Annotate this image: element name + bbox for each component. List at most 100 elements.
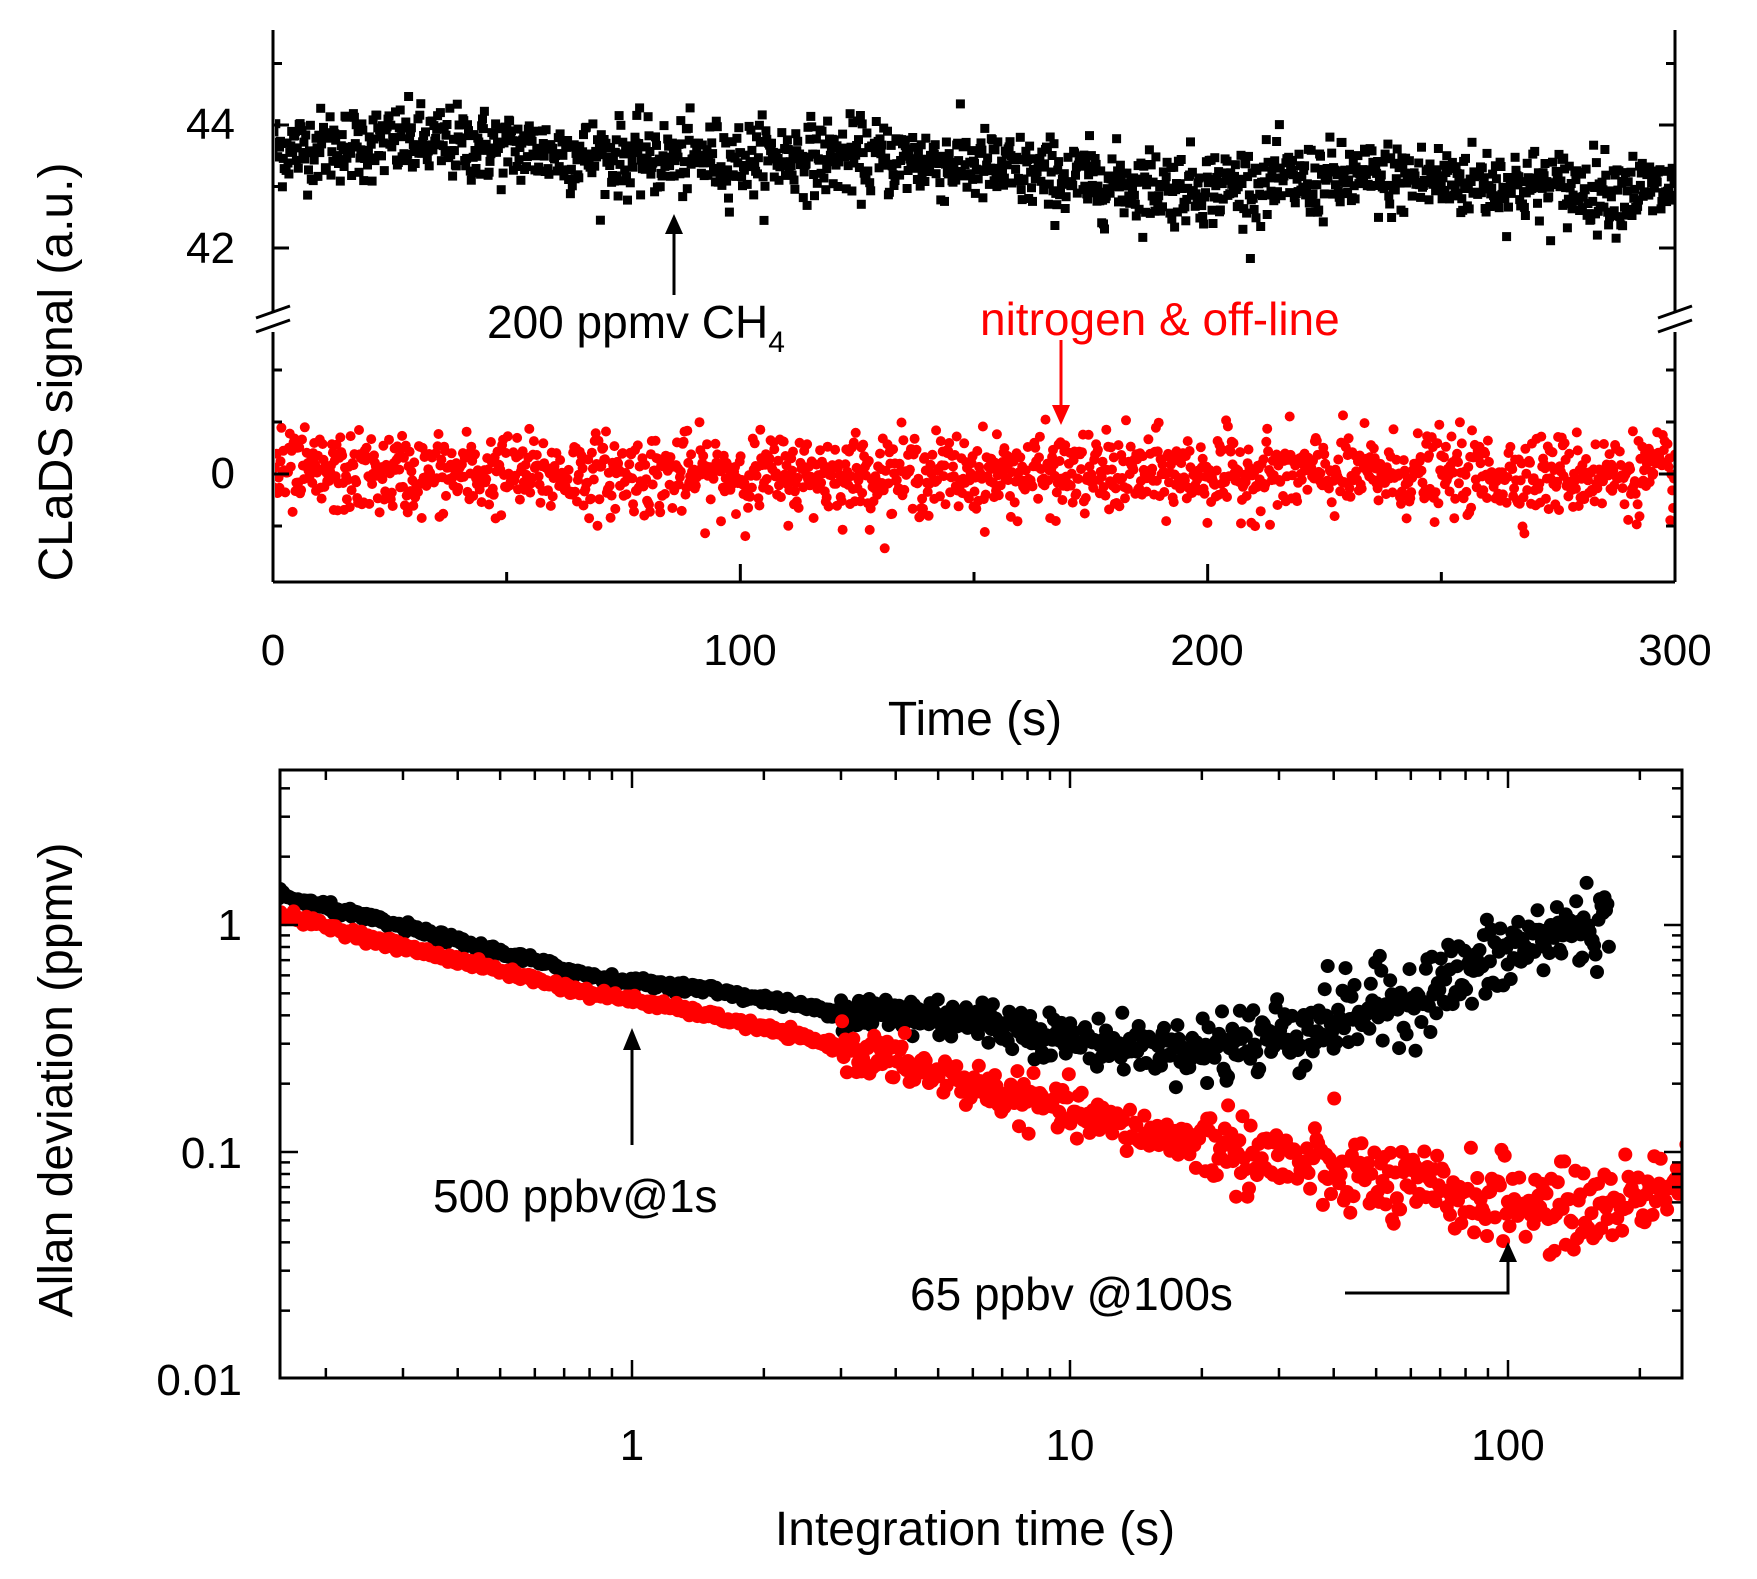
nitrogen-data-point: [1572, 445, 1583, 456]
nitrogen-data-point: [1448, 467, 1459, 478]
x-tick-label: 1: [620, 1421, 644, 1470]
ch4-data-point: [572, 155, 582, 165]
allan-series: [264, 875, 1718, 1262]
nitrogen-allan-point: [1069, 1131, 1084, 1146]
ch4-data-point: [1440, 185, 1450, 195]
nitrogen-data-point: [698, 450, 709, 461]
ch4-data-point: [1417, 142, 1426, 152]
ch4-data-point: [369, 134, 379, 144]
nitrogen-data-point: [1311, 435, 1322, 446]
ch4-data-point: [1463, 181, 1473, 191]
nitrogen-allan-point: [1060, 1090, 1075, 1105]
ch4-data-point: [1374, 212, 1383, 222]
nitrogen-data-point: [980, 489, 991, 500]
ch4-data-point: [356, 145, 366, 155]
ch4-data-point: [412, 140, 422, 150]
nitrogen-data-point: [1114, 501, 1125, 512]
nitrogen-data-point: [1319, 449, 1330, 460]
ch4-data-point: [695, 150, 705, 160]
ch4-data-point: [498, 168, 508, 178]
nitrogen-allan-point: [1232, 1133, 1247, 1148]
nitrogen-data-point: [969, 486, 980, 497]
ch4-allan-point: [264, 885, 278, 899]
nitrogen-allan-point: [1566, 1242, 1581, 1257]
ch4-data-point: [476, 169, 486, 179]
nitrogen-data-point: [1051, 487, 1062, 498]
nitrogen-data-point: [1302, 484, 1313, 495]
ch4-data-point: [708, 149, 718, 159]
ch4-data-point: [571, 148, 581, 158]
nitrogen-allan-point: [1691, 1150, 1705, 1164]
ch4-data-point: [1422, 177, 1432, 187]
nitrogen-data-point: [823, 501, 834, 512]
ch4-data-point: [1267, 167, 1277, 176]
nitrogen-data-point: [317, 439, 328, 449]
ch4-data-point: [1485, 202, 1495, 211]
ch4-data-point: [1592, 230, 1602, 240]
ch4-data-point: [1514, 172, 1524, 182]
ch4-data-point: [601, 138, 611, 148]
ch4-allan-point: [1493, 921, 1508, 936]
ch4-data-point: [421, 127, 430, 137]
ch4-data-point: [819, 173, 829, 183]
nitrogen-data-point: [1235, 447, 1246, 458]
nitrogen-data-point: [285, 461, 296, 472]
ch4-data-point: [1297, 172, 1307, 181]
nitrogen-data-point: [1632, 499, 1643, 510]
ch4-allan-point: [1374, 963, 1389, 978]
nitrogen-data-point: [354, 425, 364, 435]
ch4-allan-point: [1423, 1025, 1438, 1039]
nitrogen-data-point: [1137, 451, 1148, 462]
ch4-allan-point: [1338, 961, 1353, 976]
ch4-data-point: [1035, 153, 1045, 163]
nitrogen-data-point: [995, 480, 1006, 491]
nitrogen-data-point: [940, 499, 951, 510]
ch4-data-point: [1424, 195, 1434, 205]
nitrogen-data-point: [1272, 500, 1283, 510]
nitrogen-allan-point: [1315, 1197, 1330, 1212]
ch4-data-point: [617, 176, 627, 186]
ch4-data-point: [1230, 160, 1240, 170]
nitrogen-data-point: [1368, 443, 1379, 454]
ch4-data-point: [1245, 254, 1255, 263]
nitrogen-data-point: [496, 510, 507, 521]
nitrogen-data-point: [297, 434, 307, 445]
nitrogen-data-point: [1522, 485, 1533, 496]
ch4-data-point: [322, 133, 332, 143]
ch4-data-point: [1167, 214, 1177, 224]
nitrogen-allan-point: [1324, 1187, 1338, 1201]
ch4-data-point: [1583, 199, 1593, 208]
nitrogen-data-point: [488, 489, 499, 500]
ch4-data-point: [587, 168, 597, 178]
nitrogen-data-point: [1467, 425, 1477, 436]
ch4-data-point: [972, 165, 982, 175]
nitrogen-data-point: [1452, 448, 1463, 459]
nitrogen-data-point: [1179, 475, 1190, 486]
ch4-data-point: [970, 188, 980, 198]
nitrogen-data-point: [1071, 488, 1082, 499]
ch4-allan-point: [1433, 951, 1448, 966]
ch4-data-point: [1629, 193, 1639, 203]
nitrogen-allan-point: [1704, 1127, 1718, 1141]
nitrogen-allan-point: [1327, 1091, 1342, 1106]
nitrogen-data-point: [836, 496, 847, 506]
ch4-data-point: [1609, 206, 1619, 216]
ch4-allan-point: [1157, 1020, 1171, 1035]
ch4-data-point: [493, 144, 503, 153]
ch4-data-point: [724, 193, 733, 203]
ch4-data-point: [1261, 135, 1271, 145]
nitrogen-data-point: [1617, 483, 1628, 494]
nitrogen-data-point: [959, 438, 970, 449]
ch4-data-point: [626, 148, 636, 158]
nitrogen-allan-point: [971, 1058, 986, 1073]
nitrogen-allan-point: [1389, 1191, 1404, 1206]
ch4-data-point: [935, 178, 945, 188]
nitrogen-data-point: [1009, 497, 1020, 508]
ch4-data-point: [1563, 194, 1573, 204]
ch4-data-point: [278, 153, 288, 163]
ch4-data-point: [1056, 186, 1065, 196]
nitrogen-data-point: [1525, 457, 1535, 468]
ch4-data-point: [787, 170, 797, 180]
nitrogen-data-point: [307, 477, 318, 488]
ch4-data-point: [438, 141, 448, 151]
